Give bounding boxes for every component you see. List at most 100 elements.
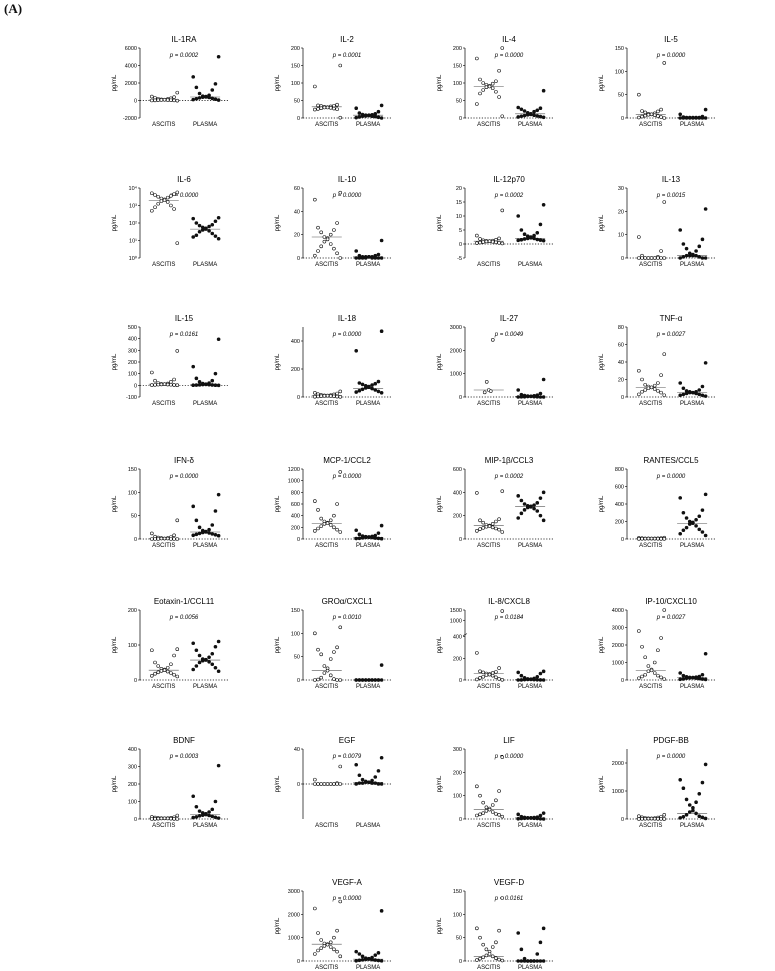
data-point-ascitis bbox=[156, 816, 161, 821]
data-point-ascitis bbox=[478, 518, 482, 523]
data-point-ascitis bbox=[175, 241, 180, 245]
data-point-plasma bbox=[197, 660, 202, 665]
y-tick-label: 100 bbox=[615, 69, 624, 75]
x-category-label: PLASMA bbox=[356, 401, 380, 407]
data-point-ascitis bbox=[153, 378, 157, 383]
data-point-ascitis bbox=[656, 114, 660, 118]
data-point-plasma bbox=[703, 816, 708, 821]
data-point-plasma bbox=[519, 228, 524, 232]
data-point-ascitis bbox=[659, 249, 663, 253]
data-point-plasma bbox=[370, 386, 374, 391]
p-value-label: p = 0.0002 bbox=[494, 474, 524, 480]
data-point-plasma bbox=[687, 390, 692, 395]
data-point-plasma bbox=[538, 222, 543, 227]
y-axis-label: pg/mL bbox=[437, 775, 443, 792]
data-point-plasma bbox=[703, 651, 708, 656]
chart-il-1ra: IL-1RA p = 0.0002 -2000 0 2000 4000 6000 pg/mL A… bbox=[112, 35, 228, 128]
data-point-plasma bbox=[370, 535, 374, 540]
data-point-ascitis bbox=[475, 102, 479, 106]
p-value-label: p = 0.0079 bbox=[332, 754, 362, 760]
data-point-ascitis bbox=[490, 522, 495, 526]
data-point-ascitis bbox=[169, 671, 173, 675]
data-point-plasma bbox=[200, 382, 205, 387]
data-point-plasma bbox=[687, 253, 692, 258]
data-point-plasma bbox=[678, 256, 683, 260]
data-point-plasma bbox=[535, 231, 540, 235]
data-point-plasma bbox=[367, 385, 371, 390]
chart-il-6: IL-6 p = 0.0000 10⁰ 10¹ 10² 10³ 10⁴ pg/mL ASCITI… bbox=[112, 175, 221, 268]
data-point-ascitis bbox=[646, 256, 651, 260]
y-tick-label: 400 bbox=[291, 339, 300, 345]
data-point-plasma bbox=[541, 377, 546, 382]
y-tick-label: 100 bbox=[291, 81, 300, 87]
data-point-ascitis bbox=[652, 660, 657, 665]
data-point-ascitis bbox=[478, 676, 482, 680]
x-category-label: PLASMA bbox=[193, 684, 217, 690]
data-point-plasma bbox=[191, 364, 196, 369]
data-point-ascitis bbox=[338, 530, 343, 534]
data-point-ascitis bbox=[169, 98, 173, 103]
data-point-plasma bbox=[213, 82, 218, 86]
data-point-plasma bbox=[538, 238, 543, 242]
data-point-plasma bbox=[535, 395, 540, 399]
data-point-ascitis bbox=[159, 536, 164, 541]
data-point-plasma bbox=[681, 386, 686, 391]
chart-title: LIF bbox=[503, 736, 515, 745]
x-category-label: PLASMA bbox=[193, 823, 217, 829]
data-point-plasma bbox=[363, 256, 368, 260]
y-tick-label: 100 bbox=[453, 81, 462, 87]
data-point-ascitis bbox=[165, 200, 170, 204]
y-tick-label: 400 bbox=[128, 337, 137, 343]
data-point-ascitis bbox=[325, 393, 330, 398]
data-point-plasma bbox=[213, 509, 218, 513]
chart-lif: LIF p = 0.0000 0 100 200 300 pg/mL ASCITIS PLASM… bbox=[437, 736, 553, 829]
data-point-plasma bbox=[700, 677, 705, 681]
p-value-label: p = 0.0000 bbox=[656, 754, 686, 760]
data-point-plasma bbox=[691, 521, 695, 526]
data-point-plasma bbox=[703, 107, 708, 112]
y-tick-label: 150 bbox=[453, 889, 462, 895]
data-point-ascitis bbox=[490, 954, 495, 959]
data-point-ascitis bbox=[165, 195, 170, 200]
data-point-plasma bbox=[216, 533, 221, 538]
y-tick-label: 20 bbox=[618, 209, 624, 215]
data-point-ascitis bbox=[662, 61, 667, 65]
data-point-plasma bbox=[200, 228, 205, 232]
data-point-ascitis bbox=[649, 816, 654, 821]
data-point-ascitis bbox=[478, 669, 482, 674]
data-point-plasma bbox=[516, 115, 521, 119]
data-point-ascitis bbox=[649, 256, 654, 260]
data-point-ascitis bbox=[150, 94, 154, 99]
data-point-plasma bbox=[700, 672, 705, 677]
data-point-ascitis bbox=[490, 81, 495, 86]
data-point-plasma bbox=[191, 75, 196, 79]
y-tick-label: 50 bbox=[618, 93, 624, 99]
data-point-ascitis bbox=[649, 668, 654, 673]
data-point-ascitis bbox=[478, 956, 482, 961]
data-point-ascitis bbox=[338, 395, 343, 399]
data-point-ascitis bbox=[169, 203, 173, 208]
p-value-label: p = 0.0000 bbox=[494, 754, 524, 760]
data-point-ascitis bbox=[484, 380, 489, 384]
y-tick-label: 0 bbox=[297, 395, 300, 401]
data-point-plasma bbox=[700, 116, 705, 120]
data-point-plasma bbox=[516, 395, 521, 399]
data-point-ascitis bbox=[656, 817, 660, 821]
data-point-ascitis bbox=[172, 672, 176, 677]
data-point-plasma bbox=[194, 648, 199, 653]
data-point-plasma bbox=[210, 651, 215, 656]
data-point-ascitis bbox=[662, 200, 667, 204]
y-tick-label: 4000 bbox=[125, 64, 137, 70]
data-point-plasma bbox=[529, 959, 533, 963]
data-point-plasma bbox=[213, 644, 218, 649]
data-point-plasma bbox=[357, 532, 362, 537]
data-point-ascitis bbox=[338, 389, 343, 394]
data-point-plasma bbox=[681, 786, 686, 791]
p-value-label: p = 0.0000 bbox=[656, 53, 686, 59]
data-point-ascitis bbox=[172, 98, 176, 103]
data-point-ascitis bbox=[338, 954, 343, 959]
chart-title: IL-6 bbox=[177, 175, 191, 184]
data-point-plasma bbox=[207, 527, 211, 532]
data-point-plasma bbox=[354, 106, 359, 110]
